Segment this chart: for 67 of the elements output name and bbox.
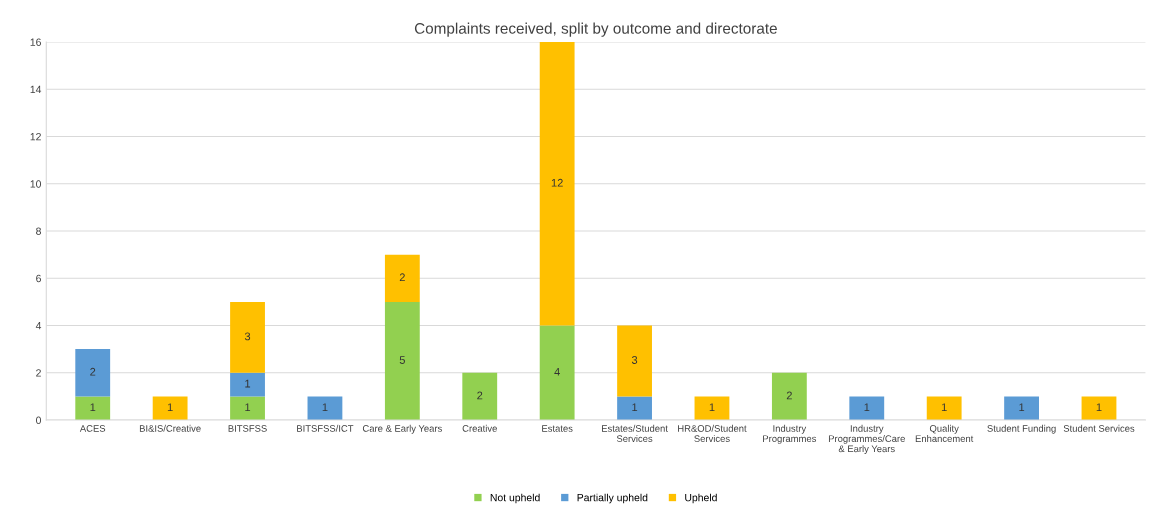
- data-label: 3: [244, 332, 251, 341]
- bar: [462, 372, 498, 420]
- legend-label: Not upheld: [490, 493, 540, 504]
- bar: [1004, 396, 1039, 420]
- x-tick-label: BI&IS/Creative: [139, 424, 201, 432]
- data-label: 2: [786, 391, 792, 400]
- data-label: 12: [551, 178, 563, 187]
- y-tick-label: 8: [36, 227, 41, 235]
- x-tick-label: Industry Programmes: [763, 424, 817, 444]
- x-tick-label: ACES: [79, 425, 106, 432]
- bar: [75, 396, 111, 420]
- data-label: 1: [90, 403, 96, 412]
- x-tick-label: Quality Enhancement: [915, 424, 974, 442]
- bar: [539, 325, 575, 420]
- bar: [849, 396, 885, 420]
- data-label: 2: [90, 367, 96, 376]
- bar: [771, 372, 807, 420]
- data-label: 1: [709, 403, 715, 412]
- data-label: 3: [631, 356, 638, 364]
- x-tick-label: Creative: [462, 424, 497, 432]
- x-tick-label: Student Funding: [987, 424, 1056, 434]
- legend-label: Partially upheld: [577, 493, 648, 504]
- bar: [307, 396, 343, 420]
- y-tick-label: 14: [30, 85, 42, 94]
- bar: [617, 325, 652, 397]
- y-tick-label: 4: [35, 322, 42, 330]
- bar: [384, 254, 420, 302]
- y-tick-label: 12: [30, 133, 41, 141]
- x-tick-label: Estates: [542, 425, 573, 432]
- y-tick-label: 0: [36, 416, 42, 424]
- x-tick-label: BITSFSS: [228, 425, 267, 432]
- bar: [539, 42, 575, 326]
- bar: [617, 396, 652, 420]
- chart-title: Complaints received, split by outcome and directorate: [414, 22, 777, 37]
- data-label: 1: [632, 403, 638, 412]
- y-tick-label: 2: [36, 369, 41, 377]
- data-label: 1: [245, 403, 251, 412]
- data-label: 1: [1096, 403, 1102, 412]
- x-tick-label: BITSFSS/ICT: [297, 424, 354, 432]
- data-label: 1: [1019, 403, 1025, 412]
- bar: [152, 396, 188, 420]
- data-label: 1: [322, 403, 328, 412]
- bar: [75, 349, 111, 397]
- x-tick-label: Industry Programmes/Care & Early Years: [828, 424, 905, 455]
- data-label: 1: [167, 403, 173, 412]
- bar: [230, 372, 265, 397]
- x-tick-label: Student Services: [1063, 424, 1135, 432]
- bar: [384, 301, 420, 420]
- x-tick-label: HR&OD/Student Services: [678, 424, 747, 442]
- data-label: 4: [554, 367, 560, 376]
- bar: [926, 396, 962, 420]
- bar: [694, 396, 730, 420]
- data-label: 2: [477, 391, 483, 400]
- bar: [230, 396, 265, 420]
- y-tick-label: 16: [30, 38, 41, 46]
- x-tick-label: Estates/Student Services: [601, 424, 668, 442]
- x-tick-label: Care & Early Years: [362, 424, 442, 434]
- data-label: 1: [864, 403, 870, 412]
- y-tick-label: 6: [36, 274, 41, 283]
- bar: [230, 301, 265, 373]
- data-label: 1: [245, 379, 251, 388]
- data-label: 5: [399, 356, 405, 364]
- legend-label: Upheld: [685, 493, 717, 504]
- y-tick-label: 10: [30, 180, 42, 188]
- data-label: 1: [941, 403, 947, 412]
- data-label: 2: [399, 273, 405, 282]
- bar: [1081, 396, 1117, 420]
